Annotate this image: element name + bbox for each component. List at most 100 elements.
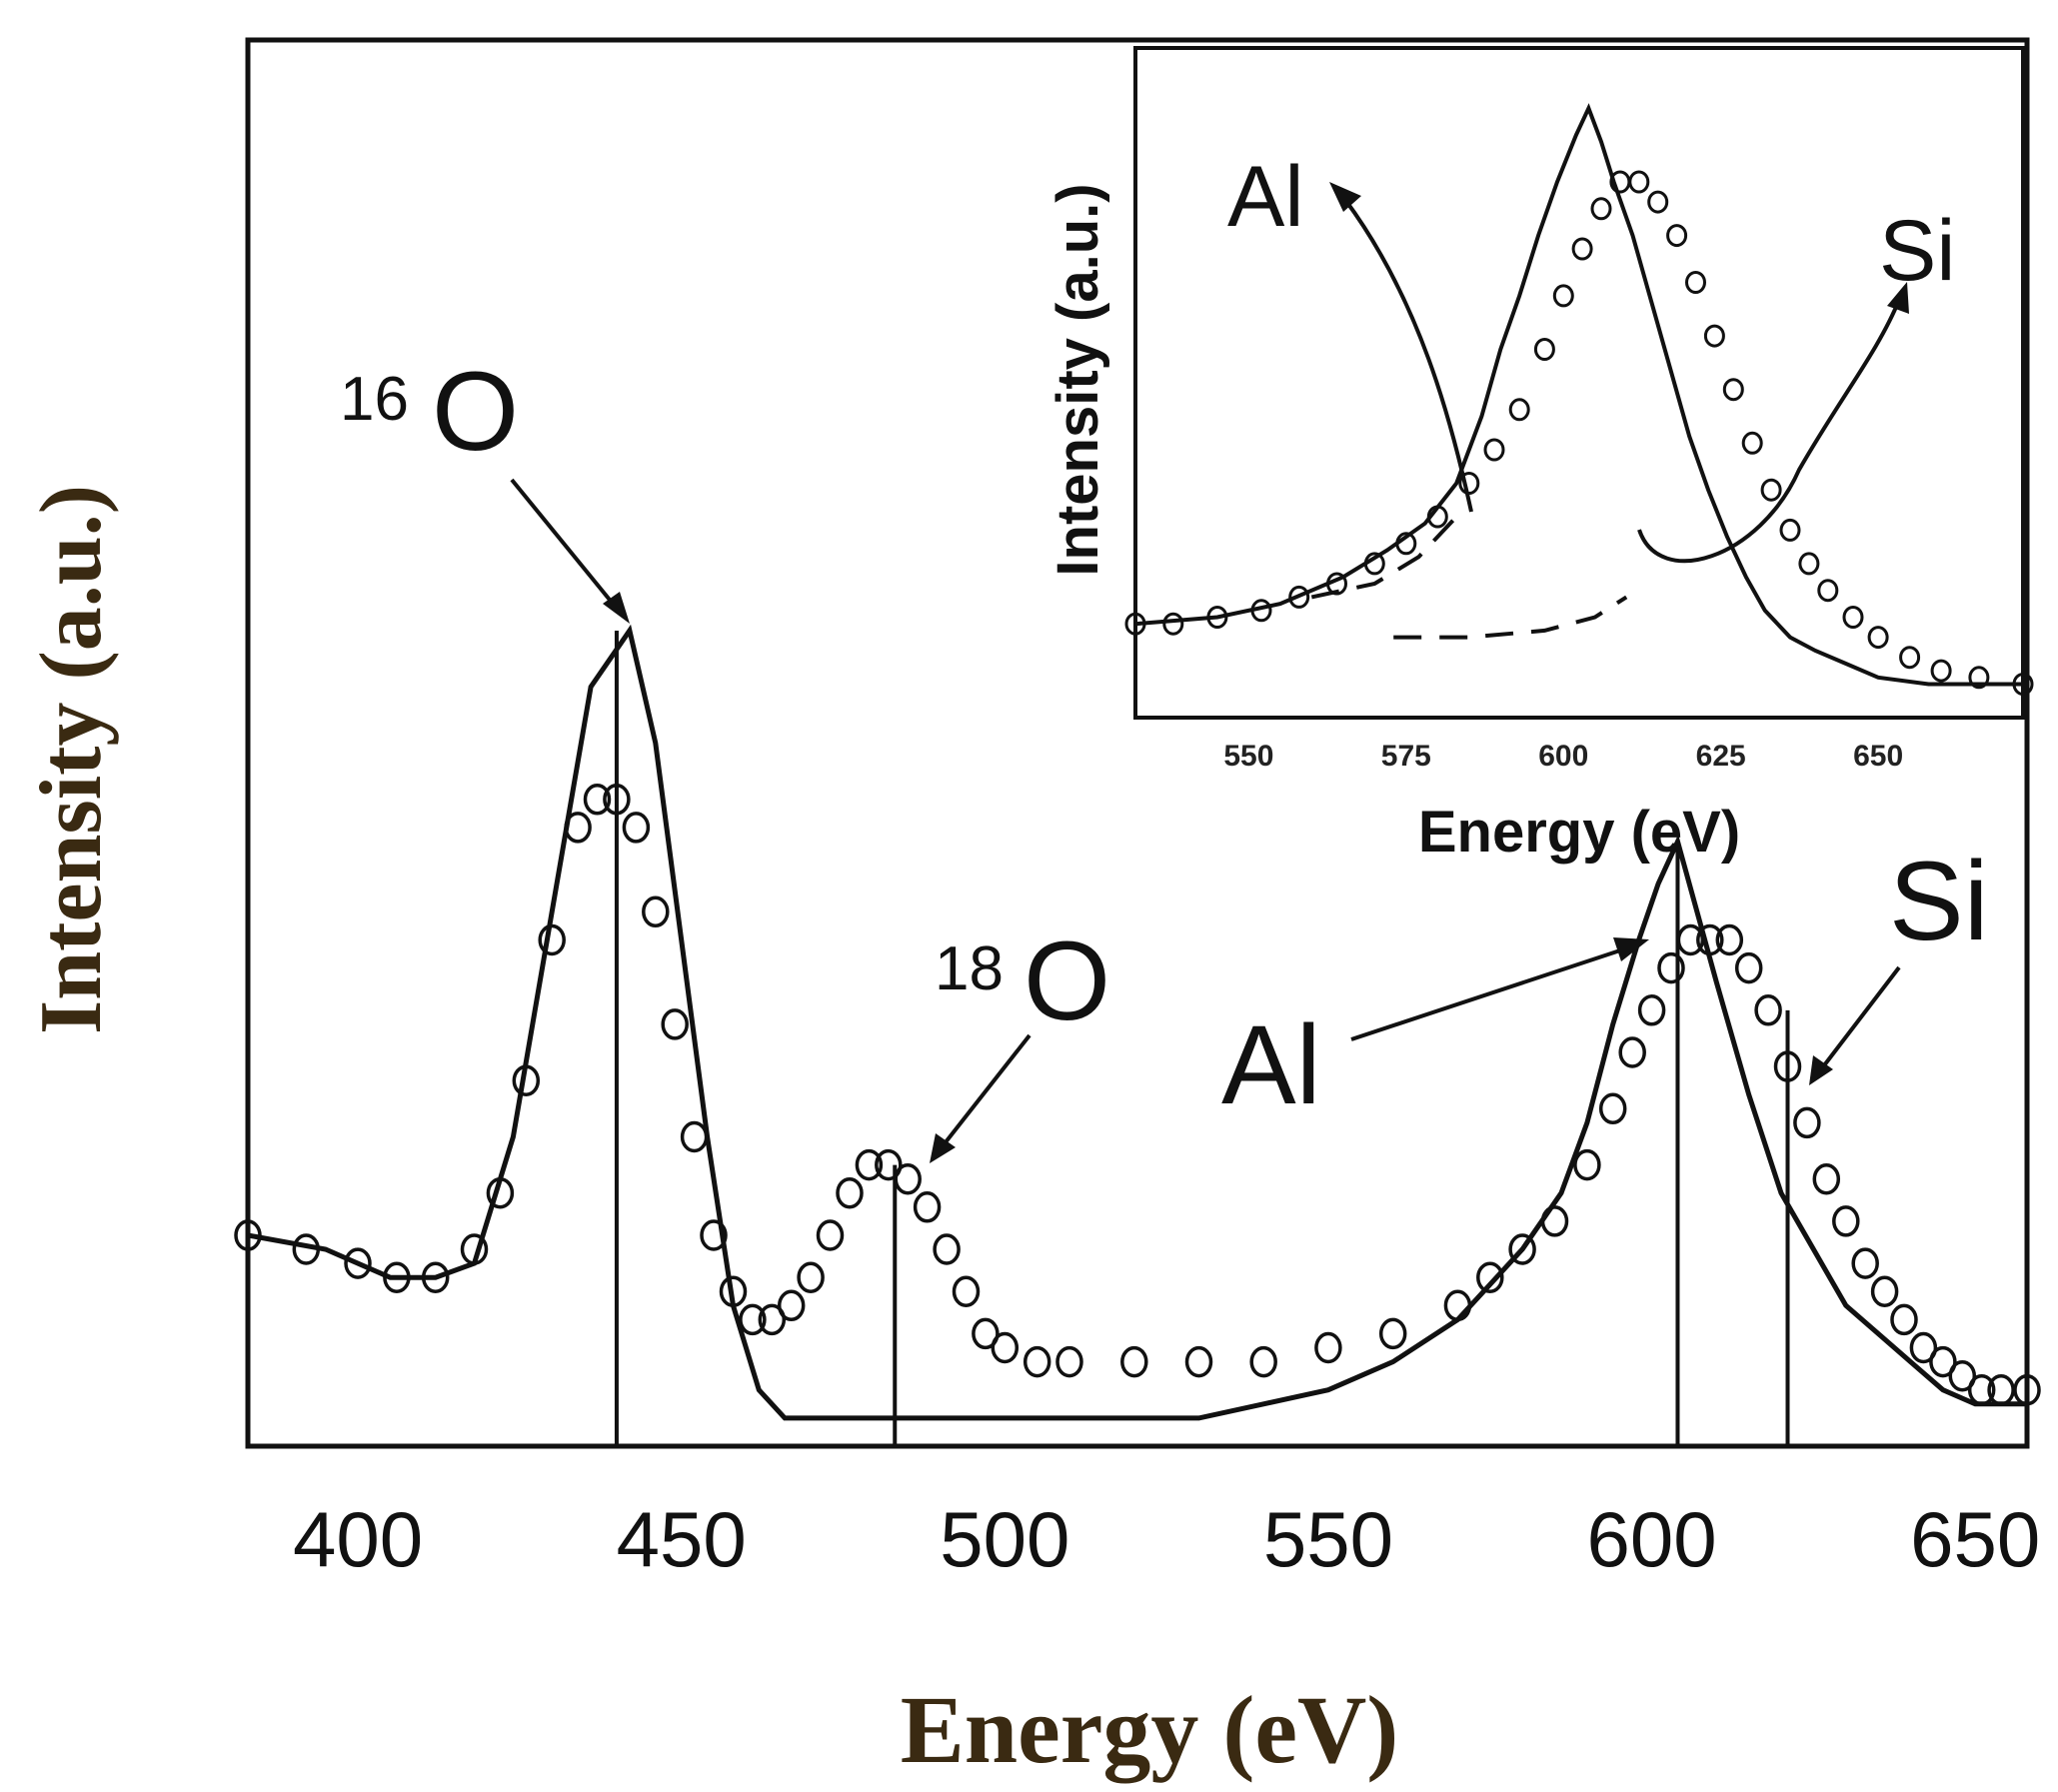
- inset-annotation-Al: Al: [1227, 149, 1303, 245]
- inset-background: [1135, 48, 2023, 718]
- data-point: [739, 1303, 767, 1336]
- data-point: [1812, 1162, 1841, 1195]
- inset-annotation-Si: Si: [1879, 203, 1955, 299]
- inset-x-ticks: 550 575 600 625 650: [1223, 740, 1903, 773]
- x-tick-label: 550: [1263, 1495, 1393, 1583]
- data-point: [1851, 1247, 1879, 1279]
- data-point: [460, 1233, 489, 1265]
- data-point: [1552, 284, 1574, 308]
- data-point: [1754, 994, 1782, 1026]
- data-point: [972, 1317, 1000, 1350]
- data-point: [1314, 1331, 1342, 1364]
- inset-y-axis-label: Intensity (a.u.): [1045, 183, 1110, 576]
- data-point: [1647, 190, 1669, 214]
- data-point: [1703, 324, 1725, 348]
- data-point: [1250, 599, 1272, 623]
- inset-frame: [1133, 46, 2025, 720]
- data-point: [1779, 518, 1801, 542]
- data-point: [1476, 1261, 1504, 1293]
- x-tick-label: 600: [1587, 1495, 1717, 1583]
- annotation-Si: Si: [1889, 839, 1989, 963]
- data-point: [1120, 1345, 1148, 1378]
- data-point: [2013, 1373, 2041, 1406]
- data-point: [680, 1120, 709, 1153]
- annotation-Al: Al: [1221, 1002, 1321, 1127]
- data-point: [1508, 398, 1530, 422]
- data-point: [1571, 237, 1593, 261]
- data-point: [1760, 478, 1782, 502]
- x-tick-label: 625: [1696, 740, 1746, 773]
- arrow-Al: [1350, 945, 1630, 1041]
- data-point: [1443, 1289, 1472, 1322]
- data-point: [1628, 170, 1650, 194]
- data-point: [1967, 1373, 1996, 1406]
- data-point: [1055, 1345, 1083, 1378]
- data-point: [1968, 666, 1990, 690]
- data-point: [1184, 1345, 1213, 1378]
- data-point: [538, 923, 566, 956]
- data-point: [991, 1331, 1020, 1364]
- data-point: [1483, 438, 1505, 462]
- data-point: [1540, 1205, 1569, 1237]
- data-point: [1657, 951, 1685, 984]
- data-point: [1870, 1275, 1899, 1307]
- data-point: [894, 1162, 922, 1195]
- data-point: [1773, 1050, 1802, 1082]
- arrowhead-16O: [603, 592, 630, 624]
- data-point: [1590, 197, 1612, 221]
- data-point: [1533, 338, 1555, 361]
- inset-solid-line-series: [1134, 103, 2023, 687]
- data-point: [1741, 431, 1763, 455]
- data-point: [1987, 1373, 2015, 1406]
- data-point: [1817, 579, 1839, 603]
- inset-dashed-al-component: [1310, 515, 1458, 600]
- x-tick-label: 550: [1223, 740, 1273, 773]
- data-point: [933, 1233, 961, 1265]
- data-point: [777, 1289, 806, 1322]
- data-point: [2012, 673, 2034, 696]
- data-point: [836, 1176, 864, 1209]
- main-x-ticks: 400 450 500 550 600 650: [293, 1495, 2040, 1583]
- x-tick-label: 575: [1381, 740, 1431, 773]
- inset-arrow-Al: [1343, 198, 1473, 513]
- data-point: [486, 1176, 515, 1209]
- x-tick-label: 600: [1538, 740, 1588, 773]
- inset-arrow-Si: [1637, 299, 1901, 564]
- x-tick-label: 450: [617, 1495, 747, 1583]
- main-solid-line-series: [247, 624, 2027, 1421]
- data-point: [1206, 606, 1228, 629]
- data-point: [1722, 378, 1744, 402]
- data-point: [875, 1148, 903, 1181]
- data-point: [512, 1064, 541, 1096]
- data-point: [913, 1191, 942, 1223]
- data-point: [1637, 994, 1666, 1026]
- arrow-18O: [940, 1033, 1031, 1149]
- data-point: [1508, 1233, 1536, 1265]
- annotation-18O-element: O: [1024, 918, 1110, 1043]
- data-point: [383, 1261, 411, 1293]
- data-point: [1685, 271, 1706, 294]
- data-point: [855, 1148, 884, 1181]
- inset-arrowhead-Si: [1887, 282, 1909, 314]
- x-tick-label: 650: [1853, 740, 1903, 773]
- data-point: [719, 1275, 748, 1307]
- data-point: [234, 1219, 262, 1251]
- data-point: [1948, 1359, 1977, 1392]
- arrowhead-18O: [930, 1133, 956, 1163]
- data-point: [1395, 532, 1417, 556]
- annotation-18O-mass: 18: [935, 934, 1004, 1003]
- data-point: [1890, 1303, 1918, 1336]
- data-point: [603, 784, 631, 816]
- data-point: [1899, 646, 1921, 670]
- data-point: [1618, 1036, 1646, 1068]
- main-peak-markers: [614, 630, 1790, 1446]
- data-point: [1867, 626, 1889, 650]
- arrowhead-Si: [1809, 1055, 1833, 1085]
- arrow-16O: [510, 478, 620, 612]
- x-tick-label: 400: [293, 1495, 423, 1583]
- data-point: [1426, 505, 1448, 529]
- arrow-Si: [1819, 965, 1901, 1071]
- data-point: [1793, 1106, 1821, 1139]
- data-point: [421, 1261, 450, 1293]
